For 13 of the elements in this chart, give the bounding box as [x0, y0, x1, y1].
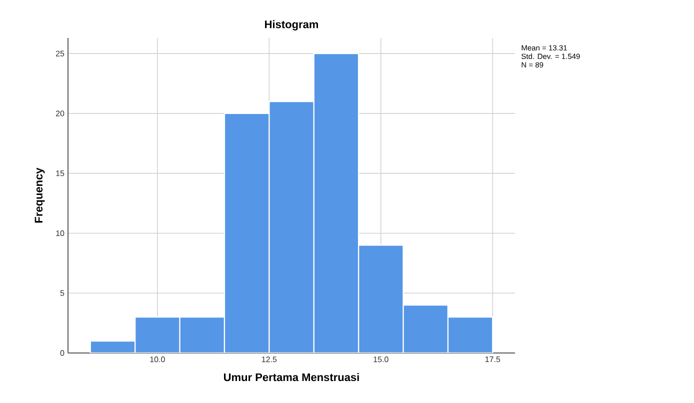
- x-tick-label: 15.0: [374, 356, 388, 362]
- x-axis-title: Umur Pertama Menstruasi: [224, 373, 359, 382]
- y-tick-label: 5: [60, 290, 64, 296]
- chart-title: Histogram: [265, 20, 318, 30]
- y-tick-label: 10: [56, 230, 64, 236]
- x-tick-label: 17.5: [485, 356, 500, 362]
- y-tick-label: 20: [56, 110, 64, 116]
- y-tick-label: 25: [56, 50, 64, 56]
- y-axis-title: Frequency: [34, 168, 45, 223]
- y-tick-label: 15: [56, 170, 64, 176]
- y-tick-label: 0: [60, 350, 64, 356]
- x-tick-label: 12.5: [262, 356, 277, 362]
- x-tick-label: 10.0: [150, 356, 165, 362]
